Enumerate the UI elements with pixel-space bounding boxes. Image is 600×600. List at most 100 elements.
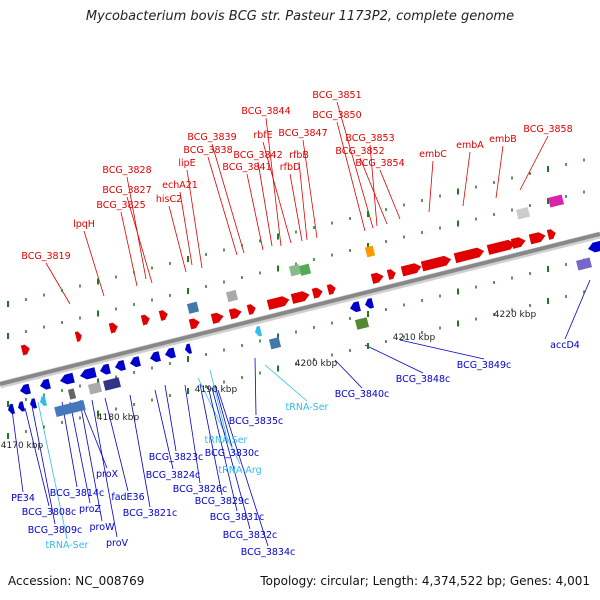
gene-label-bottom: BCG_3826c bbox=[173, 484, 228, 495]
feature-box bbox=[575, 257, 593, 271]
reverse-gene bbox=[80, 367, 97, 380]
connector-line bbox=[179, 191, 193, 266]
reverse-gene bbox=[185, 343, 193, 354]
forward-gene bbox=[158, 310, 168, 321]
connector-line bbox=[214, 384, 233, 448]
tick-marks bbox=[7, 158, 585, 439]
gene-label-bottom: BCG_3848c bbox=[396, 374, 451, 385]
forward-gene bbox=[266, 296, 290, 310]
feature-box bbox=[288, 264, 302, 277]
forward-gene bbox=[400, 263, 422, 277]
gene-label-bottom: proW bbox=[90, 522, 116, 533]
genome-summary: Topology: circular; Length: 4,374,522 bp… bbox=[260, 574, 590, 588]
gene-label-top: rfbB bbox=[289, 150, 309, 161]
connector-line bbox=[69, 401, 91, 504]
feature-box bbox=[268, 337, 282, 350]
connector-line bbox=[104, 397, 129, 492]
page-title: Mycobacterium bovis BCG str. Pasteur 117… bbox=[85, 9, 515, 24]
reverse-gene bbox=[115, 359, 126, 371]
connector-line bbox=[61, 401, 78, 488]
connector-line bbox=[257, 161, 273, 247]
connector-line bbox=[154, 389, 174, 470]
forward-gene bbox=[228, 308, 242, 320]
forward-gene bbox=[420, 255, 452, 272]
feature-box bbox=[298, 263, 312, 276]
feature-box bbox=[67, 388, 77, 400]
gene-label-top: embC bbox=[419, 149, 447, 160]
gene-label-top: embB bbox=[489, 134, 517, 145]
gene-label-bottom: fadE36 bbox=[111, 492, 144, 503]
gene-label-bottom: BCG_3834c bbox=[241, 547, 296, 558]
reverse-gene bbox=[30, 398, 38, 409]
feature-box bbox=[186, 301, 200, 314]
gene-label-top: BCG_3838 bbox=[183, 145, 232, 156]
gene-label-bottom: BCG_3832c bbox=[223, 530, 278, 541]
gene-label-bottom: BCG_3849c bbox=[457, 360, 512, 371]
gene-label-bottom: BCG_3835c bbox=[229, 416, 284, 427]
gene-label-bottom: PE34 bbox=[11, 493, 35, 504]
scale-label: 4190 kbp bbox=[195, 385, 238, 395]
gene-label-top: BCG_3828 bbox=[102, 165, 151, 176]
connector-line bbox=[129, 394, 151, 508]
genome-backbone bbox=[0, 231, 600, 389]
reverse-gene bbox=[60, 372, 75, 385]
scale-label: 4170 kbp bbox=[1, 441, 44, 451]
reverse-gene bbox=[165, 347, 176, 359]
feature-box bbox=[515, 206, 531, 220]
gene-label-bottom: proV bbox=[106, 538, 129, 549]
reverse-gene bbox=[588, 240, 600, 253]
forward-gene bbox=[546, 229, 556, 240]
scale-label: 4200 kbp bbox=[295, 359, 338, 369]
connector-line bbox=[428, 160, 434, 213]
connector-line bbox=[83, 230, 105, 297]
connector-line bbox=[379, 169, 401, 220]
connector-line bbox=[369, 144, 378, 227]
forward-gene bbox=[486, 239, 516, 255]
forward-gene bbox=[210, 312, 224, 324]
gene-labels: BCG_3851 BCG_3844 BCG_3850 rbfE BCG_3847 BCG_… bbox=[11, 90, 580, 558]
gene-label-bottom: tRNA-Ser bbox=[286, 402, 329, 413]
reverse-gene bbox=[130, 356, 141, 368]
trna-gene bbox=[40, 395, 48, 407]
gene-label-bottom: proX bbox=[96, 469, 119, 480]
gene-label-top: BCG_3853 bbox=[345, 133, 394, 144]
connector-line bbox=[211, 143, 245, 254]
forward-gene bbox=[528, 232, 546, 245]
connector-line bbox=[462, 151, 471, 207]
connector-line bbox=[45, 262, 71, 305]
scale-label: 4210 kbp bbox=[393, 333, 436, 343]
forward-gene bbox=[108, 322, 118, 334]
feature-box bbox=[547, 194, 565, 208]
connector-line bbox=[207, 385, 238, 512]
label-connectors bbox=[11, 101, 591, 547]
connector-line bbox=[265, 117, 282, 247]
connector-line bbox=[262, 141, 292, 244]
gene-label-bottom: BCG_3809c bbox=[28, 525, 83, 536]
gene-label-top: BCG_3819 bbox=[21, 251, 70, 262]
forward-gene bbox=[386, 269, 396, 280]
forward-gene bbox=[453, 247, 485, 264]
connector-line bbox=[254, 357, 257, 416]
gene-label-top: hisC2 bbox=[156, 194, 182, 205]
gene-label-bottom: BCG_3808c bbox=[22, 507, 77, 518]
gene-label-top: BCG_3839 bbox=[187, 132, 236, 143]
forward-gene bbox=[510, 237, 526, 249]
reverse-gene bbox=[100, 363, 111, 375]
forward-gene bbox=[188, 318, 200, 330]
connector-line bbox=[197, 377, 241, 465]
reverse-gene bbox=[150, 351, 161, 363]
gene-label-bottom: tRNA-Ser bbox=[46, 540, 89, 551]
gene-label-top: BCG_3827 bbox=[102, 185, 151, 196]
reverse-gene bbox=[8, 403, 16, 415]
forward-gene bbox=[326, 284, 336, 295]
connector-line bbox=[186, 169, 203, 269]
gene-label-bottom: proZ bbox=[79, 504, 102, 515]
scale-labels: 4170 kbp 4180 kbp 4190 kbp 4200 kbp 4210 kbp… bbox=[1, 310, 537, 451]
gene-label-bottom: tRNA-Ser bbox=[205, 435, 248, 446]
connector-line bbox=[364, 344, 424, 374]
connector-line bbox=[126, 196, 153, 284]
connector-line bbox=[399, 339, 485, 360]
forward-gene bbox=[20, 344, 30, 356]
gene-label-top: BCG_3858 bbox=[523, 124, 572, 135]
gene-label-top: BCG_3841 bbox=[222, 162, 271, 173]
